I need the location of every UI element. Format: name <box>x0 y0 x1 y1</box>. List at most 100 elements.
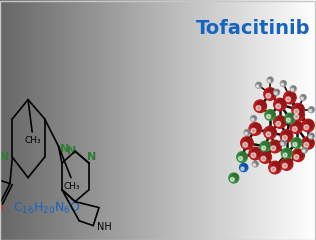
Circle shape <box>231 178 234 181</box>
Circle shape <box>275 90 279 94</box>
Circle shape <box>253 164 256 166</box>
Circle shape <box>303 147 307 151</box>
Text: $\mathregular{C_{16}H_{20}N_6O}$: $\mathregular{C_{16}H_{20}N_6O}$ <box>13 201 81 216</box>
Circle shape <box>292 103 304 116</box>
Circle shape <box>249 147 262 160</box>
Circle shape <box>267 89 276 97</box>
Circle shape <box>274 116 286 128</box>
Circle shape <box>280 130 293 142</box>
Circle shape <box>310 107 314 111</box>
Circle shape <box>276 104 281 109</box>
Circle shape <box>252 124 261 132</box>
Circle shape <box>303 150 305 152</box>
Circle shape <box>281 143 283 145</box>
Circle shape <box>276 121 281 126</box>
Circle shape <box>310 133 314 137</box>
Circle shape <box>267 77 273 83</box>
Circle shape <box>251 128 256 133</box>
Circle shape <box>309 136 312 138</box>
Circle shape <box>232 174 238 180</box>
Circle shape <box>284 149 291 156</box>
Circle shape <box>271 167 276 172</box>
Circle shape <box>284 131 292 139</box>
Circle shape <box>302 95 306 99</box>
Circle shape <box>277 99 285 107</box>
Circle shape <box>294 114 299 119</box>
Circle shape <box>286 97 290 102</box>
Circle shape <box>261 156 266 161</box>
Circle shape <box>249 123 262 135</box>
Circle shape <box>294 155 299 159</box>
Circle shape <box>259 151 271 163</box>
Circle shape <box>256 106 261 110</box>
Circle shape <box>241 137 253 149</box>
Text: N: N <box>60 144 69 154</box>
Circle shape <box>277 117 285 125</box>
Circle shape <box>283 135 287 140</box>
Circle shape <box>271 146 276 151</box>
Circle shape <box>281 148 292 159</box>
Circle shape <box>268 110 275 117</box>
Circle shape <box>302 147 308 153</box>
Circle shape <box>267 114 270 119</box>
Circle shape <box>237 152 247 162</box>
Circle shape <box>241 167 244 170</box>
Circle shape <box>290 86 296 92</box>
Circle shape <box>274 89 280 95</box>
Circle shape <box>301 97 303 99</box>
Circle shape <box>281 83 283 85</box>
Circle shape <box>272 162 280 170</box>
Circle shape <box>240 152 246 159</box>
Circle shape <box>269 140 281 153</box>
Circle shape <box>280 81 286 86</box>
Circle shape <box>295 104 303 113</box>
Text: N: N <box>67 146 76 156</box>
Circle shape <box>256 82 262 88</box>
Circle shape <box>267 127 276 135</box>
Circle shape <box>308 133 314 139</box>
Circle shape <box>308 107 314 113</box>
Circle shape <box>252 118 254 120</box>
Circle shape <box>287 92 295 100</box>
Circle shape <box>252 161 258 167</box>
Circle shape <box>257 101 265 109</box>
Circle shape <box>283 153 287 157</box>
Circle shape <box>269 161 281 174</box>
Circle shape <box>240 163 248 172</box>
Circle shape <box>294 138 301 145</box>
Circle shape <box>280 158 293 170</box>
Circle shape <box>254 162 258 165</box>
Circle shape <box>245 132 247 134</box>
Circle shape <box>286 118 290 122</box>
Text: O: O <box>0 204 3 214</box>
Circle shape <box>266 93 271 98</box>
Circle shape <box>252 148 261 156</box>
Circle shape <box>265 110 275 120</box>
Circle shape <box>254 100 266 113</box>
Circle shape <box>229 173 239 183</box>
Circle shape <box>294 109 299 114</box>
Circle shape <box>293 143 297 146</box>
Circle shape <box>292 86 296 90</box>
Circle shape <box>295 110 303 118</box>
Circle shape <box>305 120 313 128</box>
Circle shape <box>239 156 243 161</box>
Circle shape <box>284 159 292 167</box>
Circle shape <box>291 89 294 91</box>
Circle shape <box>291 138 302 148</box>
Circle shape <box>282 140 286 144</box>
Text: CH₃: CH₃ <box>64 182 80 191</box>
Circle shape <box>304 125 309 130</box>
Circle shape <box>246 130 250 134</box>
Circle shape <box>292 149 304 162</box>
Circle shape <box>262 152 270 160</box>
Circle shape <box>305 138 313 146</box>
Circle shape <box>251 153 256 158</box>
Circle shape <box>264 126 276 139</box>
Circle shape <box>294 122 302 130</box>
Circle shape <box>304 142 309 147</box>
Circle shape <box>290 121 303 133</box>
Circle shape <box>243 142 248 147</box>
Circle shape <box>292 127 297 131</box>
Circle shape <box>266 132 271 137</box>
